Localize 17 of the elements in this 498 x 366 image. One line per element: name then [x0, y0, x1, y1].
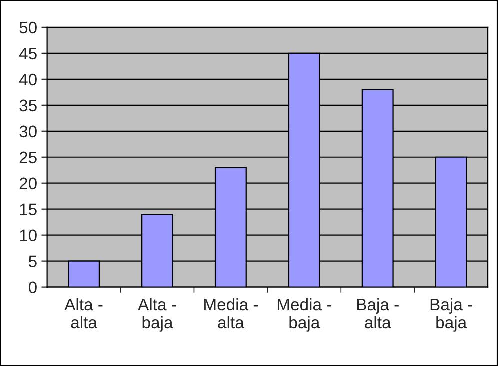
y-tick-label: 15 — [20, 204, 37, 216]
x-tick-label: Baja - baja — [430, 298, 472, 332]
y-tick-label: 0 — [28, 282, 37, 294]
y-tick-label: 35 — [20, 100, 37, 112]
y-tick-label: 5 — [28, 256, 37, 268]
y-tick-label: 40 — [19, 74, 37, 86]
y-tick-label: 20 — [20, 178, 37, 190]
y-tick-label: 45 — [19, 48, 37, 60]
y-tick-label: 30 — [20, 126, 37, 138]
x-tick-label: Alta - alta — [64, 298, 103, 329]
x-tick-label: Alta - baja — [138, 298, 176, 332]
y-tick-label: 25 — [20, 152, 37, 164]
x-tick-label: Media - alta — [204, 298, 258, 329]
y-tick-label: 10 — [20, 230, 37, 242]
x-tick-label: Media - baja — [278, 298, 332, 332]
x-tick-label: Baja - alta — [357, 298, 399, 329]
y-tick-label: 50 — [20, 22, 37, 34]
